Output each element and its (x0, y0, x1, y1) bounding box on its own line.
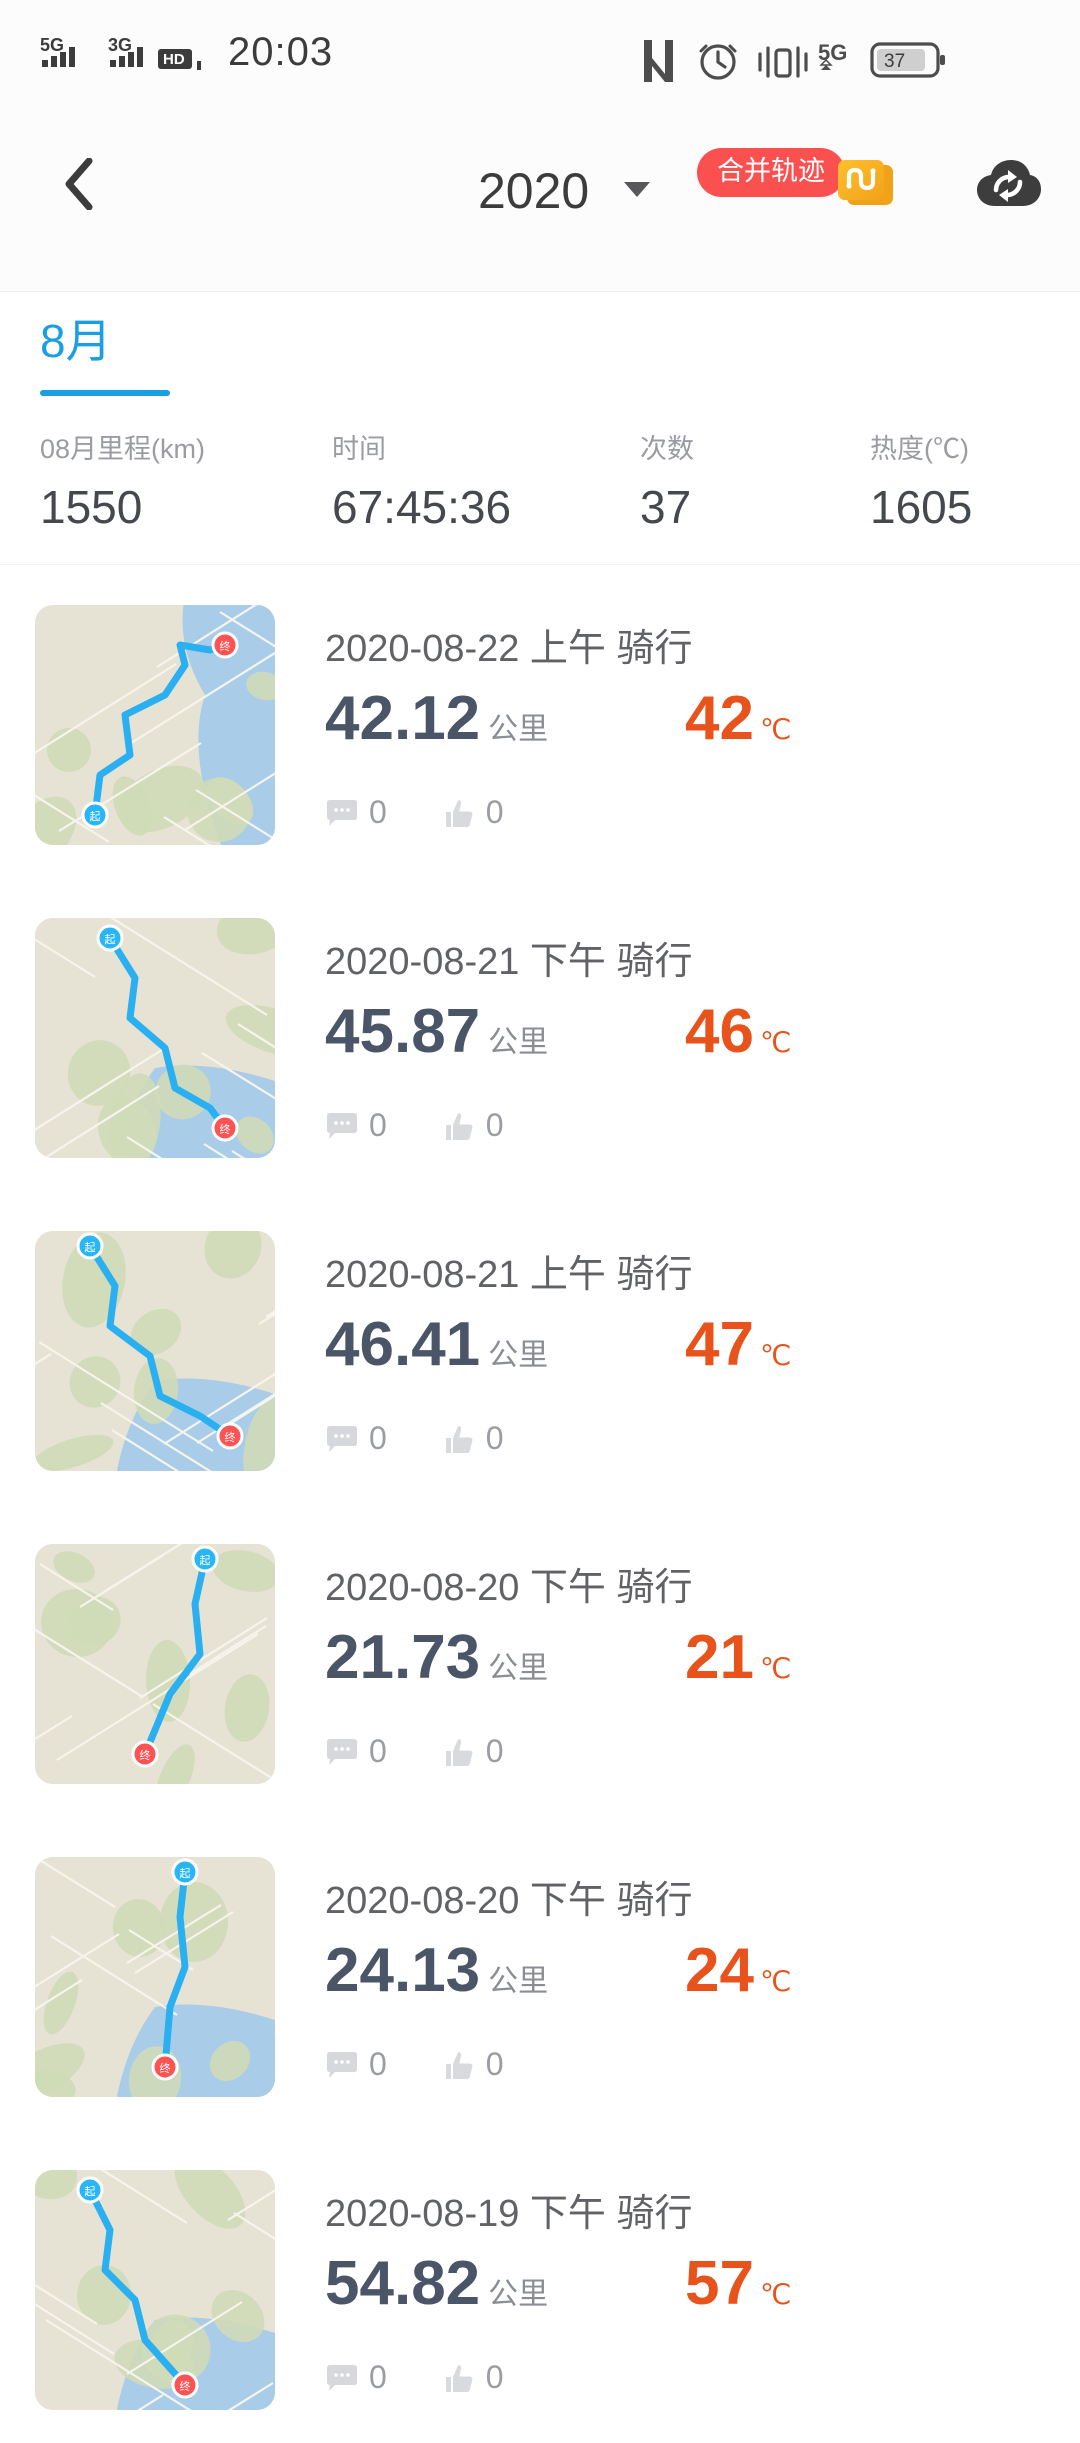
svg-text:起: 起 (200, 1554, 211, 1567)
svg-text:终: 终 (140, 1748, 151, 1762)
svg-text:起: 起 (85, 1241, 96, 1254)
svg-text:终: 终 (225, 1430, 236, 1444)
svg-text:起: 起 (90, 810, 101, 823)
svg-text:起: 起 (105, 933, 116, 946)
svg-text:37: 37 (884, 51, 905, 72)
svg-text:起: 起 (180, 1867, 191, 1880)
svg-text:终: 终 (180, 2379, 191, 2393)
svg-text:HD: HD (163, 51, 185, 68)
svg-text:5G: 5G (818, 40, 847, 65)
svg-text:终: 终 (220, 639, 231, 653)
svg-text:终: 终 (160, 2061, 171, 2075)
svg-text:终: 终 (220, 1122, 231, 1136)
svg-text:起: 起 (85, 2185, 96, 2198)
